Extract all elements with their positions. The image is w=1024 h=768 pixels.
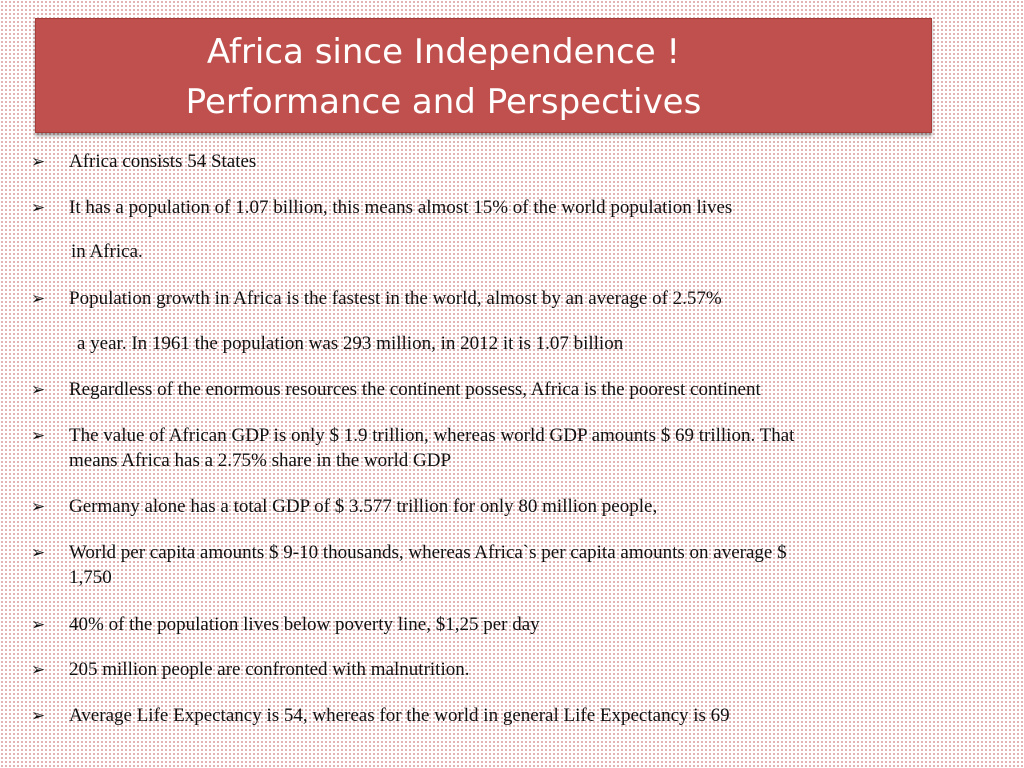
bullet-text: 1,750: [69, 567, 112, 588]
arrowhead-bullet-icon: ➢: [31, 497, 46, 516]
arrowhead-bullet-icon: ➢: [31, 660, 46, 679]
arrowhead-bullet-icon: ➢: [31, 543, 46, 562]
arrowhead-bullet-icon: ➢: [31, 380, 46, 399]
bullet-text: It has a population of 1.07 billion, thi…: [69, 197, 733, 218]
title-line-1: Africa since Independence !: [206, 32, 681, 72]
bullet-text: 40% of the population lives below povert…: [69, 614, 540, 635]
bullet-text: Africa consists 54 States: [69, 151, 257, 172]
bullet-text: World per capita amounts $ 9-10 thousand…: [69, 542, 787, 563]
bullet-text: Population growth in Africa is the faste…: [69, 288, 722, 309]
arrowhead-bullet-icon: ➢: [31, 152, 46, 171]
arrowhead-bullet-icon: ➢: [31, 198, 46, 217]
bullet-text: in Africa.: [71, 241, 143, 262]
arrowhead-bullet-icon: ➢: [31, 289, 46, 308]
arrowhead-bullet-icon: ➢: [31, 706, 46, 725]
bullet-text: The value of African GDP is only $ 1.9 t…: [69, 425, 795, 446]
bullet-text: 205 million people are confronted with m…: [69, 659, 470, 680]
slide-title: Africa since Independence ! Performance …: [35, 18, 932, 133]
arrowhead-bullet-icon: ➢: [31, 615, 46, 634]
title-line-2: Performance and Perspectives: [185, 82, 702, 122]
bullet-text: Average Life Expectancy is 54, whereas f…: [69, 705, 730, 726]
bullet-text: Regardless of the enormous resources the…: [69, 379, 761, 400]
bullet-text: a year. In 1961 the population was 293 m…: [77, 333, 624, 354]
arrowhead-bullet-icon: ➢: [31, 426, 46, 445]
bullet-text: Germany alone has a total GDP of $ 3.577…: [69, 496, 658, 517]
bullet-text: means Africa has a 2.75% share in the wo…: [69, 450, 452, 471]
